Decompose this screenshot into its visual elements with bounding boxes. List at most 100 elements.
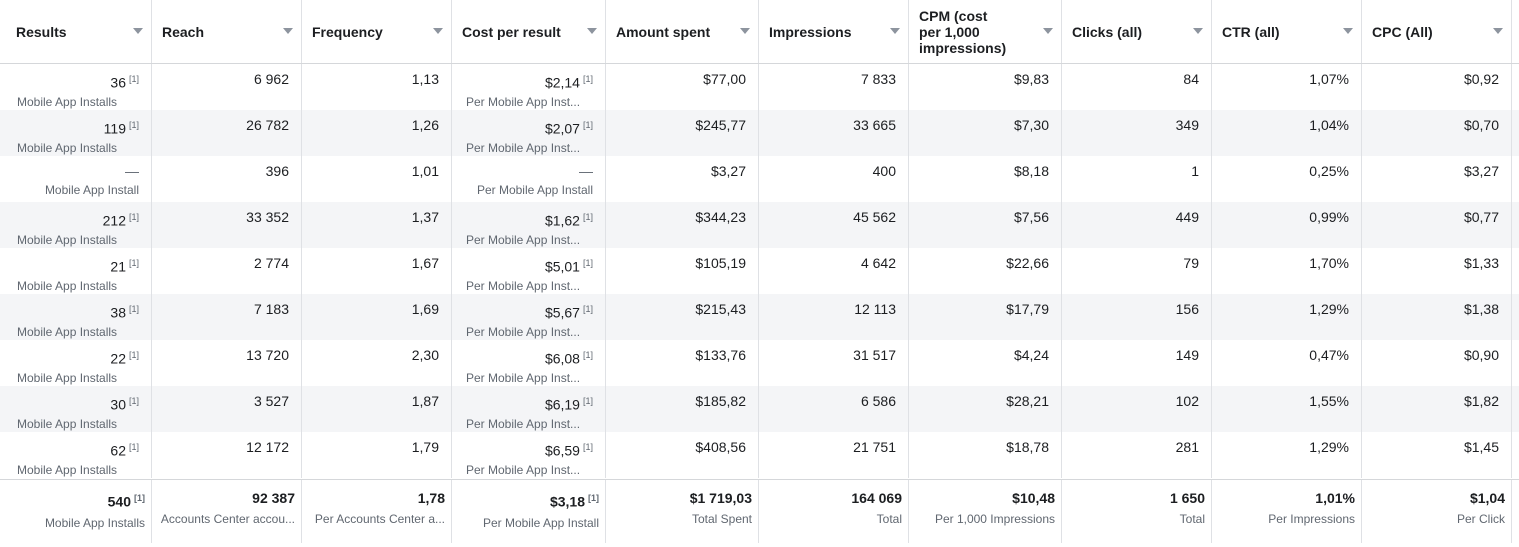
table-row[interactable]: — Mobile App Install 396 1,01 — Per Mobile Ap… — [0, 156, 1519, 202]
footnote-marker[interactable]: [1] — [582, 212, 593, 222]
amount-spent-value: $105,19 — [695, 255, 746, 271]
cell-results: 21 [1] Mobile App Installs — [0, 248, 152, 294]
sort-dropdown-icon[interactable] — [1193, 28, 1203, 34]
column-header-label: Amount spent — [616, 24, 711, 40]
total-cpm-label: Per 1,000 Impressions — [934, 512, 1055, 526]
cell-cpm: $7,30 — [909, 110, 1062, 156]
impressions-value: 21 751 — [853, 439, 896, 455]
table-row[interactable]: 62 [1] Mobile App Installs 12 172 1,79 $6,59[… — [0, 432, 1519, 478]
cell-cpm: $8,18 — [909, 156, 1062, 202]
cell-frequency: 1,01 — [302, 156, 452, 202]
table-header: Results Reach Frequency Cost per result … — [0, 0, 1519, 64]
sort-dropdown-icon[interactable] — [133, 28, 143, 34]
footnote-marker[interactable]: [1] — [582, 304, 593, 314]
column-header-cost-per-result[interactable]: Cost per result — [452, 0, 606, 63]
column-header-label: Impressions — [769, 24, 852, 40]
sort-dropdown-icon[interactable] — [1493, 28, 1503, 34]
total-cpc-value: $1,04 — [1469, 490, 1505, 506]
cell-impressions: 45 562 — [759, 202, 909, 248]
clicks-value: 102 — [1175, 393, 1199, 409]
cell-amount-spent: $105,19 — [606, 248, 759, 294]
amount-spent-value: $3,27 — [710, 163, 746, 179]
cost-per-result-value: $2,14 — [544, 74, 580, 91]
footnote-marker[interactable]: [1] — [128, 212, 139, 222]
clicks-value: 281 — [1175, 439, 1199, 455]
total-reach-label: Accounts Center accou... — [160, 512, 295, 526]
impressions-value: 33 665 — [853, 117, 896, 133]
cell-cpc: $1,45 — [1362, 432, 1512, 478]
sort-dropdown-icon[interactable] — [1043, 28, 1053, 34]
column-header-impressions[interactable]: Impressions — [759, 0, 909, 63]
cell-cpc: $0,90 — [1362, 340, 1512, 386]
frequency-value: 2,30 — [411, 347, 439, 363]
table-row[interactable]: 21 [1] Mobile App Installs 2 774 1,67 $5,01 [1… — [0, 248, 1519, 294]
impressions-value: 4 642 — [860, 255, 896, 271]
cell-ctr: 1,04% — [1212, 110, 1362, 156]
total-cpc-label: Per Click — [1456, 512, 1505, 526]
table-row[interactable]: 38 [1] Mobile App Installs 7 183 1,69 $5,67 [1… — [0, 294, 1519, 340]
cell-frequency: 1,69 — [302, 294, 452, 340]
cell-cpc: $3,27 — [1362, 156, 1512, 202]
column-header-cpm[interactable]: CPM (cost per 1,000 impressions) — [909, 0, 1062, 63]
footnote-marker[interactable]: [1] — [582, 258, 593, 268]
cell-impressions: 4 642 — [759, 248, 909, 294]
cell-impressions: 33 665 — [759, 110, 909, 156]
impressions-value: 31 517 — [853, 347, 896, 363]
footnote-marker[interactable]: [1] — [128, 442, 139, 452]
column-header-label: Cost per result — [462, 24, 561, 40]
cell-cpm: $4,24 — [909, 340, 1062, 386]
cell-clicks: 156 — [1062, 294, 1212, 340]
cost-per-result-value: $6,59 — [544, 442, 580, 459]
table-row[interactable]: 30 [1] Mobile App Installs 3 527 1,87 $6,19 [1… — [0, 386, 1519, 432]
table-row[interactable]: 22 [1] Mobile App Installs 13 720 2,30 $6,08[… — [0, 340, 1519, 386]
column-header-frequency[interactable]: Frequency — [302, 0, 452, 63]
cpc-value: $0,90 — [1463, 347, 1499, 363]
results-value: 22 — [110, 350, 126, 367]
cpm-value: $17,79 — [1006, 301, 1049, 317]
column-header-ctr[interactable]: CTR (all) — [1212, 0, 1362, 63]
sort-dropdown-icon[interactable] — [1343, 28, 1353, 34]
clicks-value: 1 — [1191, 163, 1199, 179]
cpc-value: $0,70 — [1463, 117, 1499, 133]
table-row[interactable]: 119 [1] Mobile App Installs 26 782 1,26 $2,07… — [0, 110, 1519, 156]
footnote-marker[interactable]: [1] — [128, 396, 139, 406]
column-header-amount-spent[interactable]: Amount spent — [606, 0, 759, 63]
footnote-marker[interactable]: [1] — [134, 493, 145, 503]
impressions-value: 400 — [872, 163, 896, 179]
ctr-value: 1,29% — [1309, 439, 1349, 455]
sort-dropdown-icon[interactable] — [283, 28, 293, 34]
results-value: 62 — [110, 442, 126, 459]
table-row[interactable]: 36 [1] Mobile App Installs 6 962 1,13 $2,14 [1… — [0, 64, 1519, 110]
ctr-value: 0,99% — [1309, 209, 1349, 225]
cpm-value: $28,21 — [1006, 393, 1049, 409]
sort-dropdown-icon[interactable] — [587, 28, 597, 34]
footnote-marker[interactable]: [1] — [128, 258, 139, 268]
column-header-results[interactable]: Results — [0, 0, 152, 63]
column-header-reach[interactable]: Reach — [152, 0, 302, 63]
ctr-value: 1,70% — [1309, 255, 1349, 271]
sort-dropdown-icon[interactable] — [740, 28, 750, 34]
footnote-marker[interactable]: [1] — [582, 350, 593, 360]
footnote-marker[interactable]: [1] — [582, 74, 593, 84]
cell-cost-per-result: $5,01 [1] Per Mobile App Inst... — [452, 248, 606, 294]
total-clicks-value: 1 650 — [1169, 490, 1205, 506]
sort-dropdown-icon[interactable] — [890, 28, 900, 34]
sort-dropdown-icon[interactable] — [433, 28, 443, 34]
amount-spent-value: $185,82 — [695, 393, 746, 409]
table-row[interactable]: 212 [1] Mobile App Installs 33 352 1,37 $1,62… — [0, 202, 1519, 248]
footnote-marker[interactable]: [1] — [128, 74, 139, 84]
footnote-marker[interactable]: [1] — [128, 350, 139, 360]
column-header-clicks[interactable]: Clicks (all) — [1062, 0, 1212, 63]
frequency-value: 1,26 — [411, 117, 439, 133]
footnote-marker[interactable]: [1] — [128, 304, 139, 314]
cell-ctr: 0,25% — [1212, 156, 1362, 202]
footnote-marker[interactable]: [1] — [588, 493, 599, 503]
column-header-cpc[interactable]: CPC (All) — [1362, 0, 1512, 63]
footnote-marker[interactable]: [1] — [582, 442, 593, 452]
ctr-value: 1,04% — [1309, 117, 1349, 133]
footnote-marker[interactable]: [1] — [582, 120, 593, 130]
footnote-marker[interactable]: [1] — [128, 120, 139, 130]
impressions-value: 12 113 — [854, 301, 896, 317]
footnote-marker[interactable]: [1] — [582, 396, 593, 406]
cpm-value: $22,66 — [1006, 255, 1049, 271]
